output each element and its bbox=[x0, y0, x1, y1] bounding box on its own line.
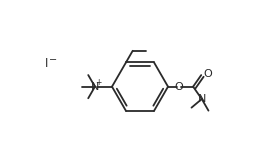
Text: I: I bbox=[45, 57, 48, 70]
Text: N: N bbox=[198, 94, 207, 104]
Text: −: − bbox=[49, 55, 57, 65]
Text: O: O bbox=[203, 69, 212, 79]
Text: O: O bbox=[174, 82, 183, 92]
Text: N: N bbox=[91, 82, 99, 92]
Text: +: + bbox=[96, 78, 102, 87]
